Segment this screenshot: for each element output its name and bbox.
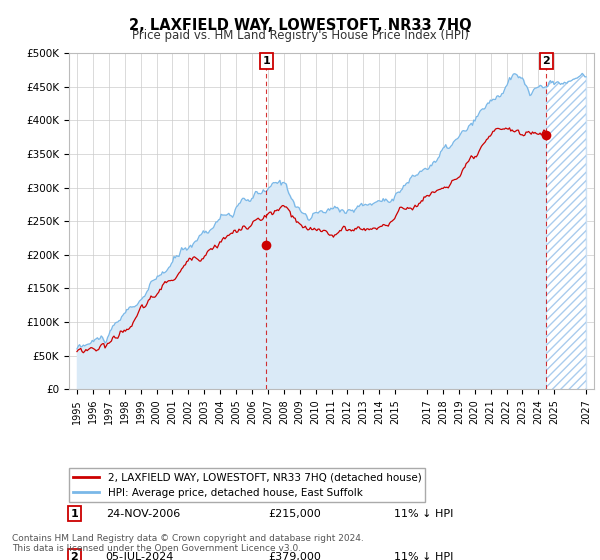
Text: 2, LAXFIELD WAY, LOWESTOFT, NR33 7HQ: 2, LAXFIELD WAY, LOWESTOFT, NR33 7HQ (128, 18, 472, 33)
Text: £379,000: £379,000 (269, 552, 322, 560)
Text: 05-JUL-2024: 05-JUL-2024 (106, 552, 174, 560)
Text: Contains HM Land Registry data © Crown copyright and database right 2024.: Contains HM Land Registry data © Crown c… (12, 534, 364, 543)
Text: 11% ↓ HPI: 11% ↓ HPI (395, 508, 454, 519)
Legend: 2, LAXFIELD WAY, LOWESTOFT, NR33 7HQ (detached house), HPI: Average price, detac: 2, LAXFIELD WAY, LOWESTOFT, NR33 7HQ (de… (69, 468, 425, 502)
Text: 11% ↓ HPI: 11% ↓ HPI (395, 552, 454, 560)
Text: 24-NOV-2006: 24-NOV-2006 (106, 508, 180, 519)
Text: This data is licensed under the Open Government Licence v3.0.: This data is licensed under the Open Gov… (12, 544, 301, 553)
Text: Price paid vs. HM Land Registry's House Price Index (HPI): Price paid vs. HM Land Registry's House … (131, 29, 469, 42)
Text: 2: 2 (70, 552, 78, 560)
Text: 1: 1 (70, 508, 78, 519)
Text: 2: 2 (542, 56, 550, 66)
Text: £215,000: £215,000 (269, 508, 321, 519)
Text: 1: 1 (262, 56, 270, 66)
